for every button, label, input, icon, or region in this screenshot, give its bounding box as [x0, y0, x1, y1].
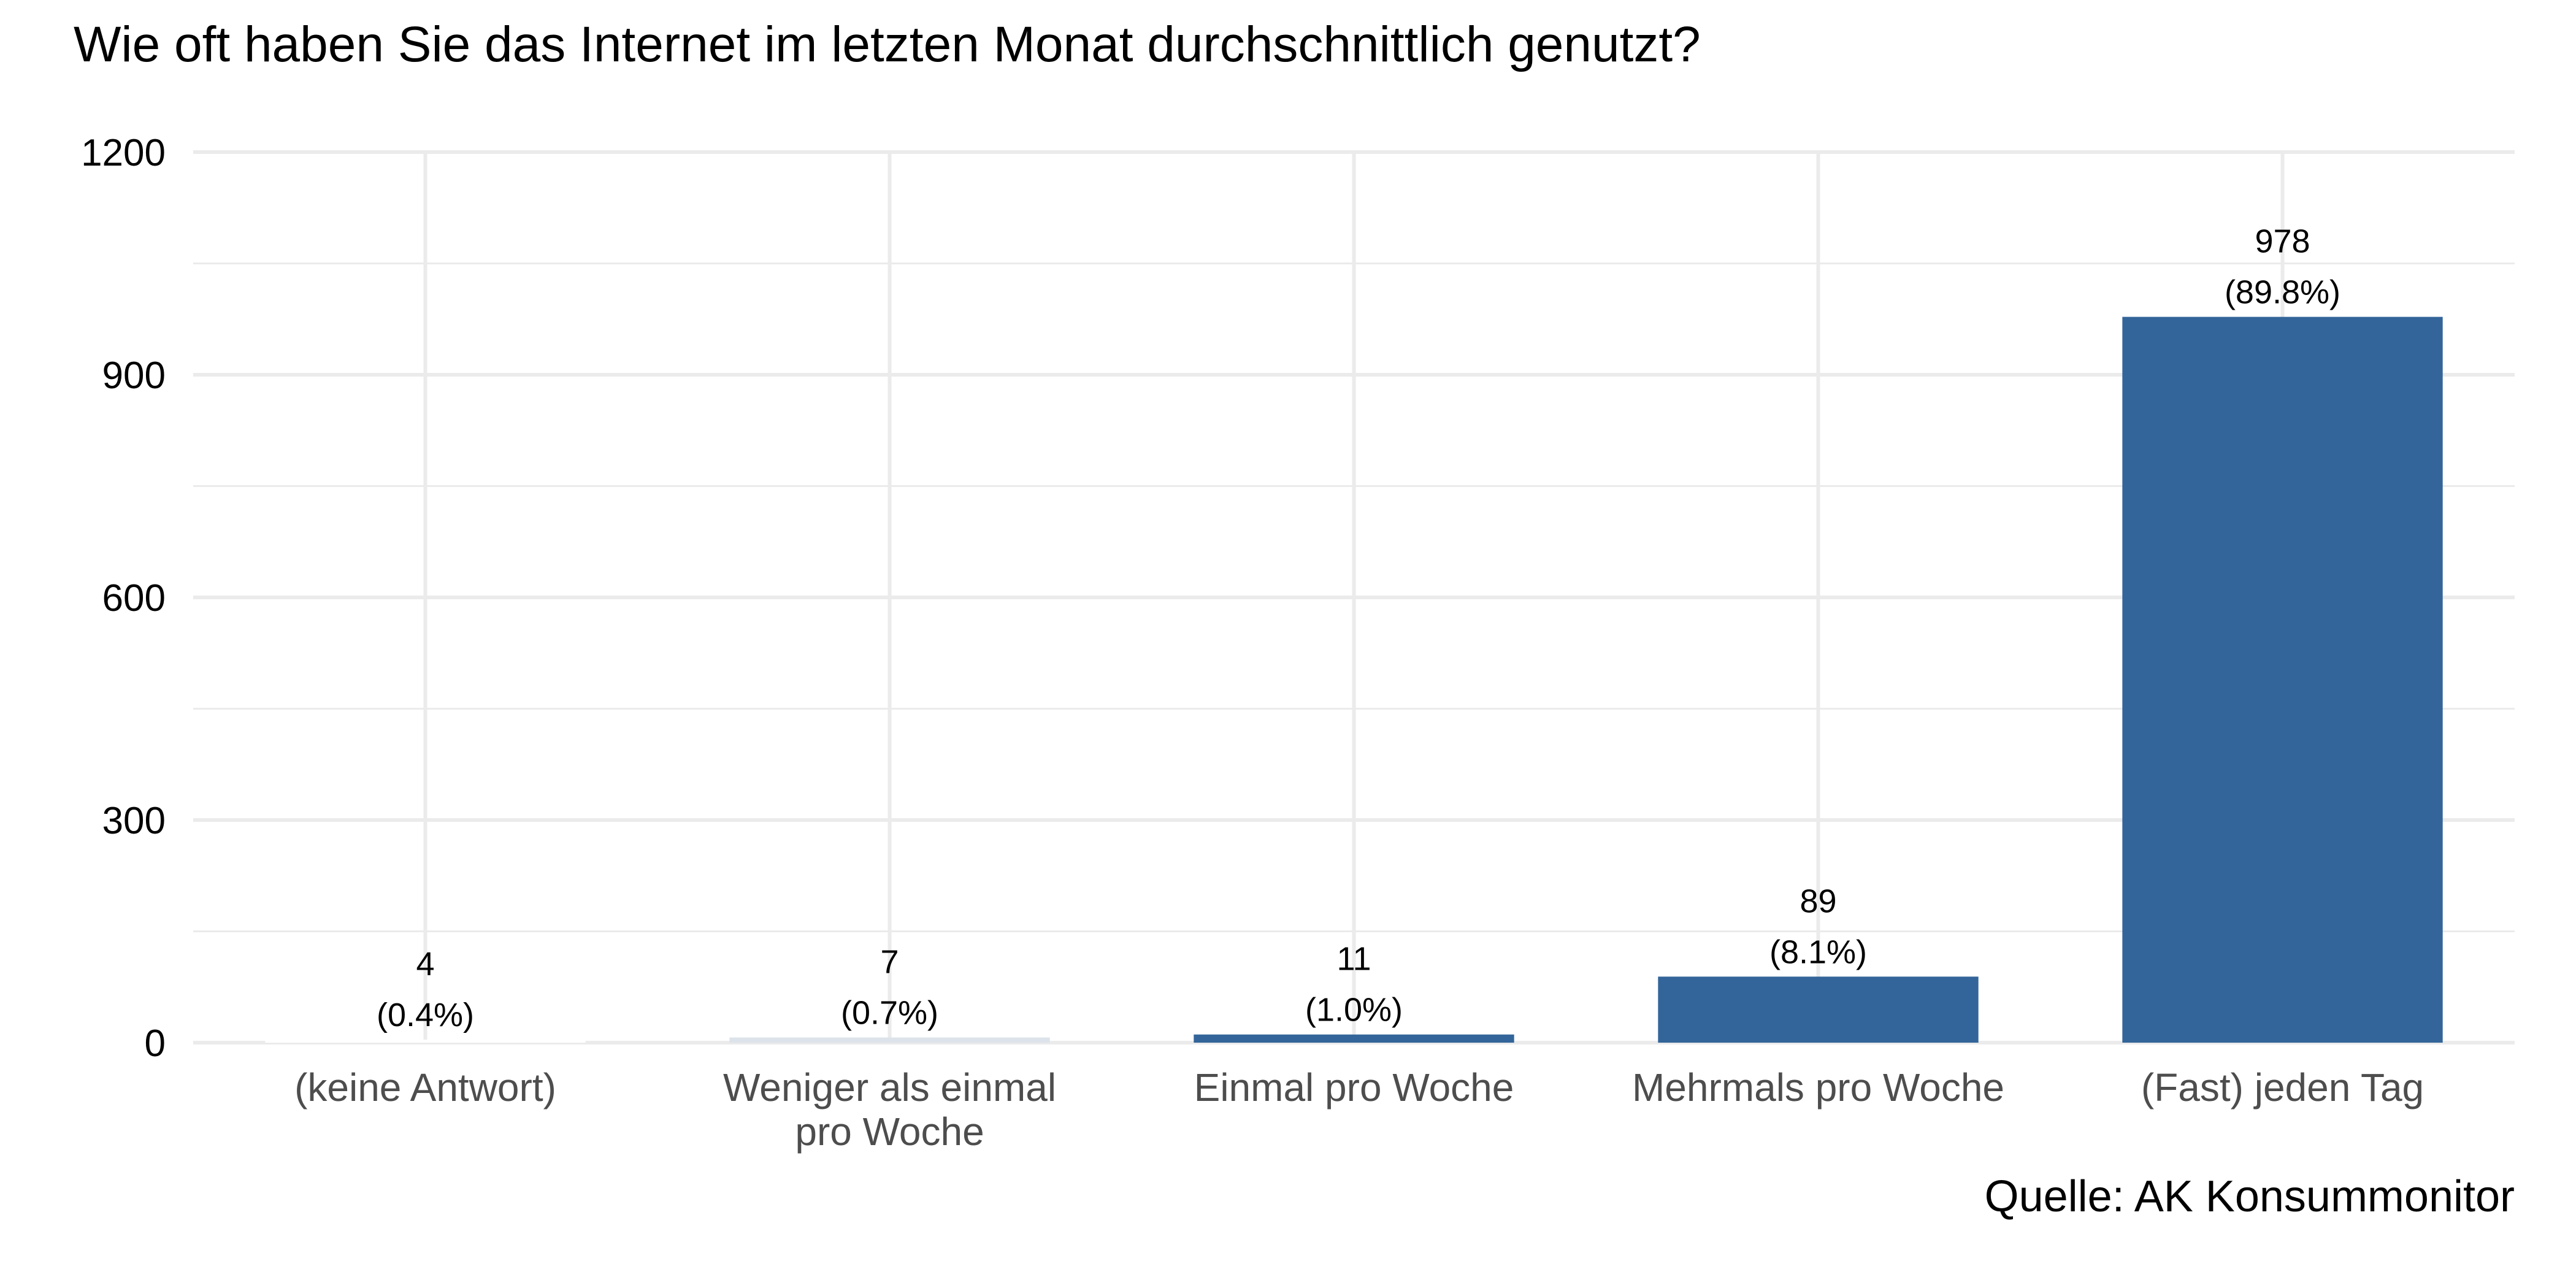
bar — [2122, 316, 2443, 1043]
y-tick-label: 0 — [145, 1022, 166, 1065]
bar — [1658, 976, 1979, 1043]
chart-caption: Quelle: AK Konsummonitor — [1985, 1172, 2515, 1221]
y-tick-label: 600 — [102, 577, 166, 619]
data-labels: 4 (0.4%) 7 (0.7%) 11 (1.0%) 89 (8.1%) 978 (89.8%) — [377, 223, 2340, 1034]
x-category-label: pro Woche — [795, 1110, 984, 1154]
y-axis-ticks: 0 300 600 900 1200 — [81, 132, 166, 1065]
bar-count-label: 89 — [1800, 883, 1836, 919]
y-tick-label: 1200 — [81, 132, 166, 174]
bar-percent-label: (0.7%) — [841, 995, 938, 1032]
x-category-label: Weniger als einmal — [723, 1065, 1056, 1110]
bar-count-label: 4 — [416, 946, 434, 983]
bar-count-label: 978 — [2255, 223, 2310, 260]
bars — [265, 316, 2443, 1043]
bar-percent-label: (1.0%) — [1305, 992, 1403, 1029]
x-category-label: (keine Antwort) — [294, 1065, 556, 1110]
bar-percent-label: (89.8%) — [2225, 274, 2340, 311]
bar — [729, 1037, 1050, 1043]
x-category-label: (Fast) jeden Tag — [2141, 1065, 2424, 1110]
bar — [1194, 1034, 1514, 1043]
chart-title: Wie oft haben Sie das Internet im letzte… — [74, 17, 1701, 72]
bar-count-label: 11 — [1336, 941, 1371, 978]
bar-count-label: 7 — [880, 944, 899, 981]
x-category-label: Mehrmals pro Woche — [1632, 1065, 2004, 1110]
bar — [265, 1040, 586, 1043]
y-tick-label: 300 — [102, 800, 166, 842]
bar-percent-label: (8.1%) — [1769, 933, 1867, 970]
y-tick-label: 900 — [102, 355, 166, 397]
x-category-label: Einmal pro Woche — [1194, 1065, 1514, 1110]
bar-percent-label: (0.4%) — [377, 997, 474, 1033]
